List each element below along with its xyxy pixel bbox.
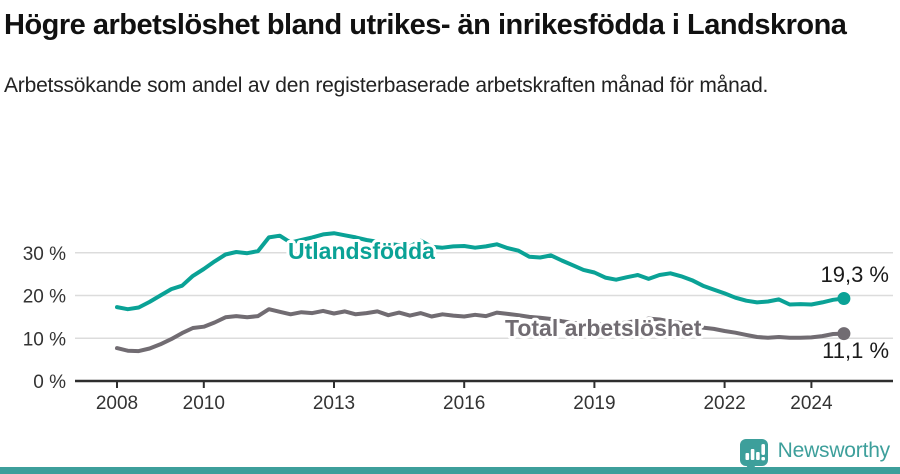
logo-bar-medium (755, 452, 760, 460)
logo-bar-small (745, 453, 749, 460)
logo-bar-tall (750, 449, 755, 460)
x-tick-label: 2016 (443, 393, 485, 414)
series-label-0: Utlandsfödda (288, 238, 435, 264)
series-end-dot-1 (837, 327, 851, 341)
y-tick-label: 10 % (23, 329, 66, 350)
x-tick-label: 2019 (573, 393, 615, 414)
y-tick-label: 30 % (23, 244, 66, 265)
logo-exclamation-stem (761, 444, 765, 455)
footer-accent-bar (0, 467, 900, 474)
logo-exclamation-dot (761, 457, 765, 461)
newsworthy-logo-icon (739, 439, 768, 472)
newsworthy-logo-text: Newsworthy (777, 439, 891, 462)
series-line-1 (115, 307, 846, 354)
x-tick-label: 2010 (183, 393, 225, 414)
chart-title: Högre arbetslöshet bland utrikes- än inr… (4, 9, 847, 41)
series-end-dot-0 (837, 292, 851, 305)
chart-subtitle: Arbetssökande som andel av den registerb… (4, 74, 769, 97)
x-tick-label: 2008 (96, 393, 138, 414)
series-label-1: Total arbetslöshet (505, 315, 702, 341)
x-tick-label: 2022 (703, 393, 745, 414)
x-tick-label: 2013 (313, 393, 355, 414)
newsworthy-logo: Newsworthy (739, 438, 890, 472)
y-tick-label: 0 % (33, 372, 66, 393)
y-tick-label: 20 % (23, 287, 66, 308)
x-tick-label: 2024 (790, 393, 833, 414)
series-end-value-1: 11,1 % (822, 338, 889, 363)
unemployment-line-chart: 0 % 10 % 20 % 30 % 2008 2010 2013 2016 2019 2022 2… (23, 231, 893, 414)
series-line-0 (115, 231, 846, 312)
series-end-value-0: 19,3 % (821, 262, 890, 287)
chart-header: Högre arbetslöshet bland utrikes- än inr… (0, 0, 900, 101)
